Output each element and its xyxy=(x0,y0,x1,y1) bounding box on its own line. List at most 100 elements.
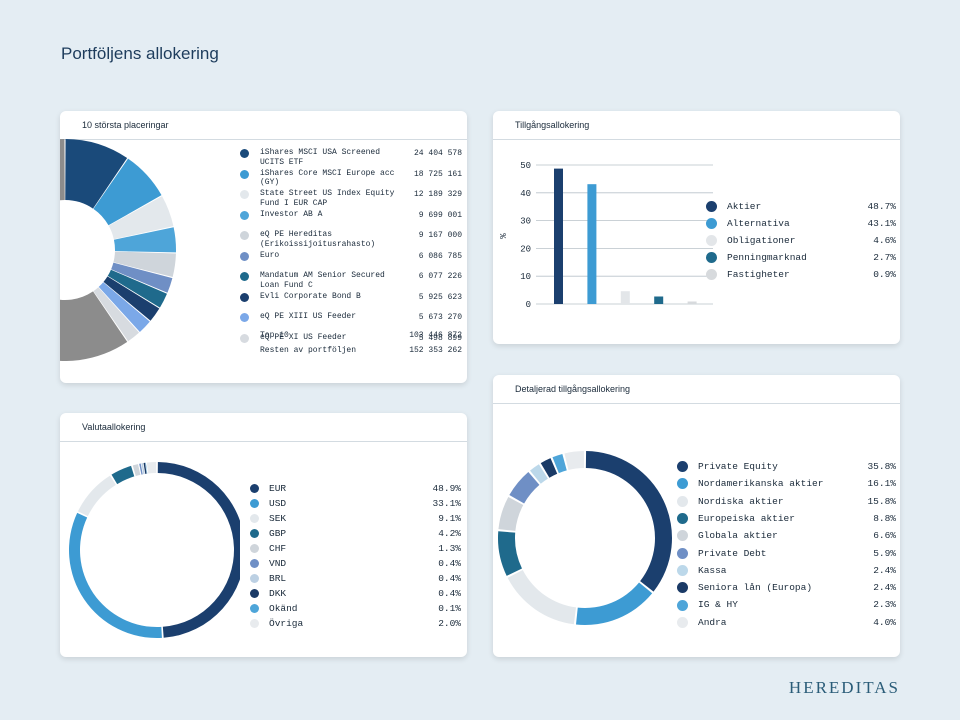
top10-card: 10 största placeringar iShares MSCI USA … xyxy=(60,111,467,383)
holding-name: Evli Corporate Bond B xyxy=(260,291,361,301)
holding-name: State Street US Index Equity Fund I EUR … xyxy=(260,189,395,208)
legend-swatch xyxy=(250,559,259,568)
legend-value: 4.2% xyxy=(438,528,461,539)
legend-label: SEK xyxy=(269,513,287,524)
legend-value: 0.1% xyxy=(438,603,461,614)
y-tick-label: 0 xyxy=(526,300,531,310)
slice-andra xyxy=(564,451,585,470)
legend-label: Penningmarknad xyxy=(727,252,807,263)
slice-globala-aktier xyxy=(498,496,524,531)
slice-nordiska-aktier xyxy=(507,570,577,625)
legend-label: CHF xyxy=(269,543,287,554)
legend-item-okand: Okänd 0.1% xyxy=(250,601,461,616)
slice-chf xyxy=(132,464,141,476)
legend-item-vnd: VND 0.4% xyxy=(250,556,461,571)
legend-swatch xyxy=(250,574,259,583)
legend-swatch xyxy=(250,544,259,553)
legend-label: Kassa xyxy=(698,564,727,576)
legend-item-seniora-lan-europa: Seniora lån (Europa) 2.4% xyxy=(677,579,896,596)
slice-dkk xyxy=(143,462,147,474)
slice-vnd xyxy=(139,463,143,475)
legend-value: 0.4% xyxy=(438,588,461,599)
slice-ovriga xyxy=(146,462,157,474)
legend-item-penningmarknad: Penningmarknad 2.7% xyxy=(706,249,896,266)
slice-europeiska-aktier xyxy=(498,531,522,576)
holding-row: Evli Corporate Bond B5 925 6232.32 % xyxy=(240,292,467,313)
page-title: Portföljens allokering xyxy=(61,44,219,63)
legend-value: 5.9% xyxy=(873,547,896,559)
summary-amount: 103 446 872 xyxy=(409,331,462,340)
legend-label: EUR xyxy=(269,483,287,494)
legend-swatch xyxy=(677,461,688,473)
legend-item-private-debt: Private Debt 5.9% xyxy=(677,545,896,562)
slice-brl xyxy=(141,463,145,475)
holding-name: iShares MSCI USA Screened UCITS ETF xyxy=(260,148,381,167)
slice-usd xyxy=(68,512,162,638)
legend-value: 2.4% xyxy=(873,582,896,594)
legend-label: Nordamerikanska aktier xyxy=(698,478,824,490)
asset-bar-chart: 0 10 20 30 40 50% xyxy=(499,161,713,310)
legend-swatch xyxy=(240,190,249,199)
holding-amount: 18 725 161 xyxy=(413,169,462,179)
legend-label: IG & HY xyxy=(698,599,738,611)
legend-item-andra: Andra 4.0% xyxy=(677,614,896,631)
holding-row: Investor AB A9 699 0013.79 % xyxy=(240,210,467,231)
slice-eur xyxy=(157,462,240,638)
holding-name: Investor AB A xyxy=(260,209,323,219)
legend-value: 0.4% xyxy=(438,573,461,584)
slice-investor-ab-a xyxy=(113,227,176,253)
top10-card-title: 10 största placeringar xyxy=(60,111,467,140)
legend-item-brl: BRL 0.4% xyxy=(250,571,461,586)
slice-state-street-us-index-equity-fund-i-eur-cap xyxy=(108,196,174,240)
bar-aktier xyxy=(554,168,563,304)
legend-swatch xyxy=(706,252,717,263)
holding-name: eQ PE XIII US Feeder xyxy=(260,312,357,321)
legend-swatch xyxy=(240,272,249,281)
legend-value: 2.3% xyxy=(873,599,896,611)
legend-label: Okänd xyxy=(269,603,298,614)
holding-amount: 12 189 329 xyxy=(413,190,462,199)
slice-kassa xyxy=(530,464,548,484)
legend-value: 4.6% xyxy=(873,235,896,246)
holding-row: State Street US Index Equity Fund I EUR … xyxy=(240,189,467,210)
legend-item-ovriga: Övriga 2.0% xyxy=(250,616,461,631)
legend-label: DKK xyxy=(269,588,287,599)
legend-value: 16.1% xyxy=(867,478,896,490)
legend-label: Andra xyxy=(698,616,727,628)
legend-value: 35.8% xyxy=(867,461,896,472)
legend-label: Globala aktier xyxy=(698,530,778,542)
legend-swatch xyxy=(250,499,259,508)
slice-nordamerikanska-aktier xyxy=(576,582,653,625)
summary-amount: 152 353 262 xyxy=(409,346,462,355)
detailed-legend: Private Equity 35.8% Nordamerikanska aktie… xyxy=(677,458,896,628)
holding-amount: 5 498 899 xyxy=(418,333,462,343)
detailed-donut-chart xyxy=(498,451,672,625)
legend-swatch xyxy=(677,547,688,559)
legend-swatch xyxy=(250,484,259,493)
slice-mandatum-am-senior-secured-loan-fund-c xyxy=(107,269,167,308)
legend-swatch xyxy=(706,235,717,246)
asset-card: Tillgångsallokering 0 10 20 30 40 50% Aktier 4… xyxy=(493,111,900,344)
slice-ishares-core-msci-europe-acc-gy xyxy=(93,158,162,226)
legend-swatch xyxy=(677,530,688,542)
currency-legend: EUR 48.9% USD 33.1% SEK 9.1% GBP 4.2% CHF 1.3% VND… xyxy=(250,481,461,631)
legend-value: 9.1% xyxy=(438,513,461,524)
legend-item-aktier: Aktier 48.7% xyxy=(706,198,896,215)
legend-swatch xyxy=(240,149,249,158)
legend-label: Fastigheter xyxy=(727,269,790,280)
legend-value: 33.1% xyxy=(432,498,461,509)
slice-sek xyxy=(77,475,116,517)
legend-swatch xyxy=(250,589,259,598)
legend-item-sek: SEK 9.1% xyxy=(250,511,461,526)
legend-label: Obligationer xyxy=(727,235,796,246)
legend-label: BRL xyxy=(269,573,287,584)
legend-value: 0.4% xyxy=(438,558,461,569)
legend-swatch xyxy=(240,169,249,179)
asset-legend: Aktier 48.7% Alternativa 43.1% Obligationer 4… xyxy=(706,198,896,288)
legend-value: 8.8% xyxy=(873,512,896,524)
legend-item-eur: EUR 48.9% xyxy=(250,481,461,496)
bar-obligationer xyxy=(620,291,630,304)
legend-swatch xyxy=(677,616,688,628)
